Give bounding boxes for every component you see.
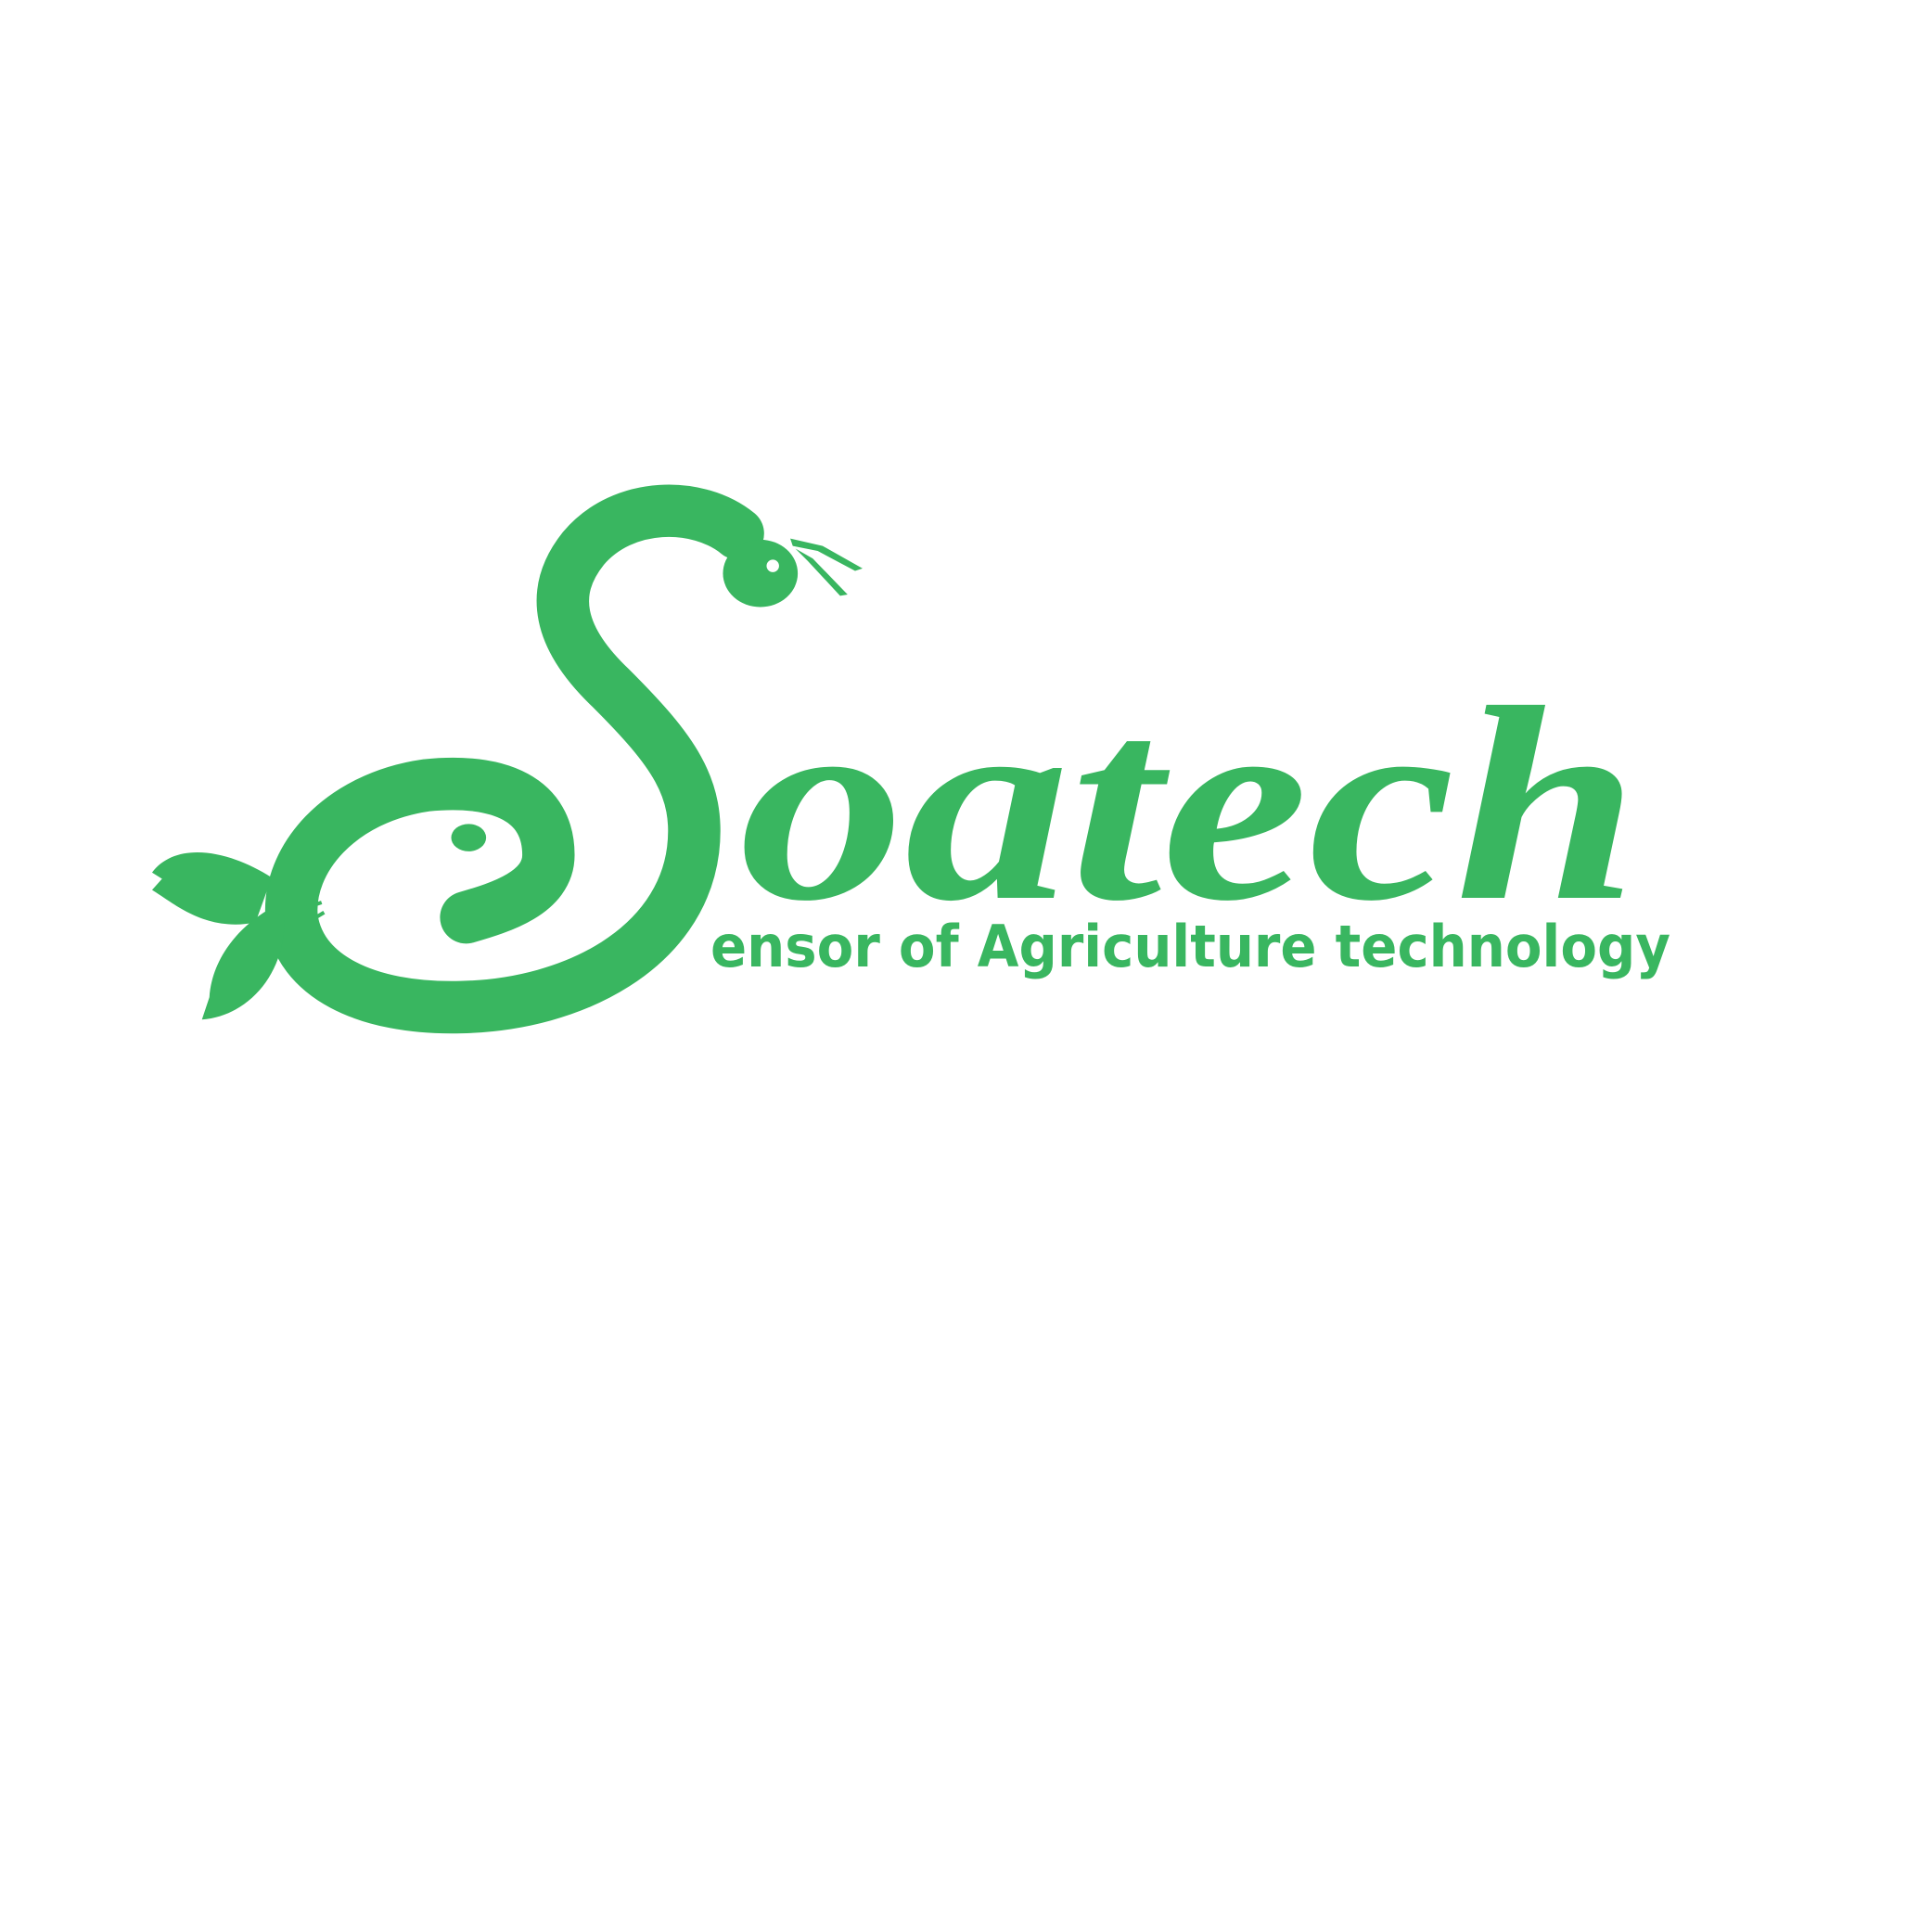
snake-tongue [790, 538, 863, 596]
wordmark: oatech [739, 650, 1639, 958]
snake-head [723, 539, 799, 608]
snake-dot [451, 824, 487, 851]
leaf-stem [305, 901, 326, 922]
snake-s-emblem [151, 484, 863, 1034]
snake-eye [766, 559, 779, 572]
tagline: ensor of Agriculture technology [710, 913, 1670, 980]
leaf-top [151, 852, 272, 925]
snake-body [264, 484, 764, 1034]
leaf-bottom [201, 910, 285, 1020]
